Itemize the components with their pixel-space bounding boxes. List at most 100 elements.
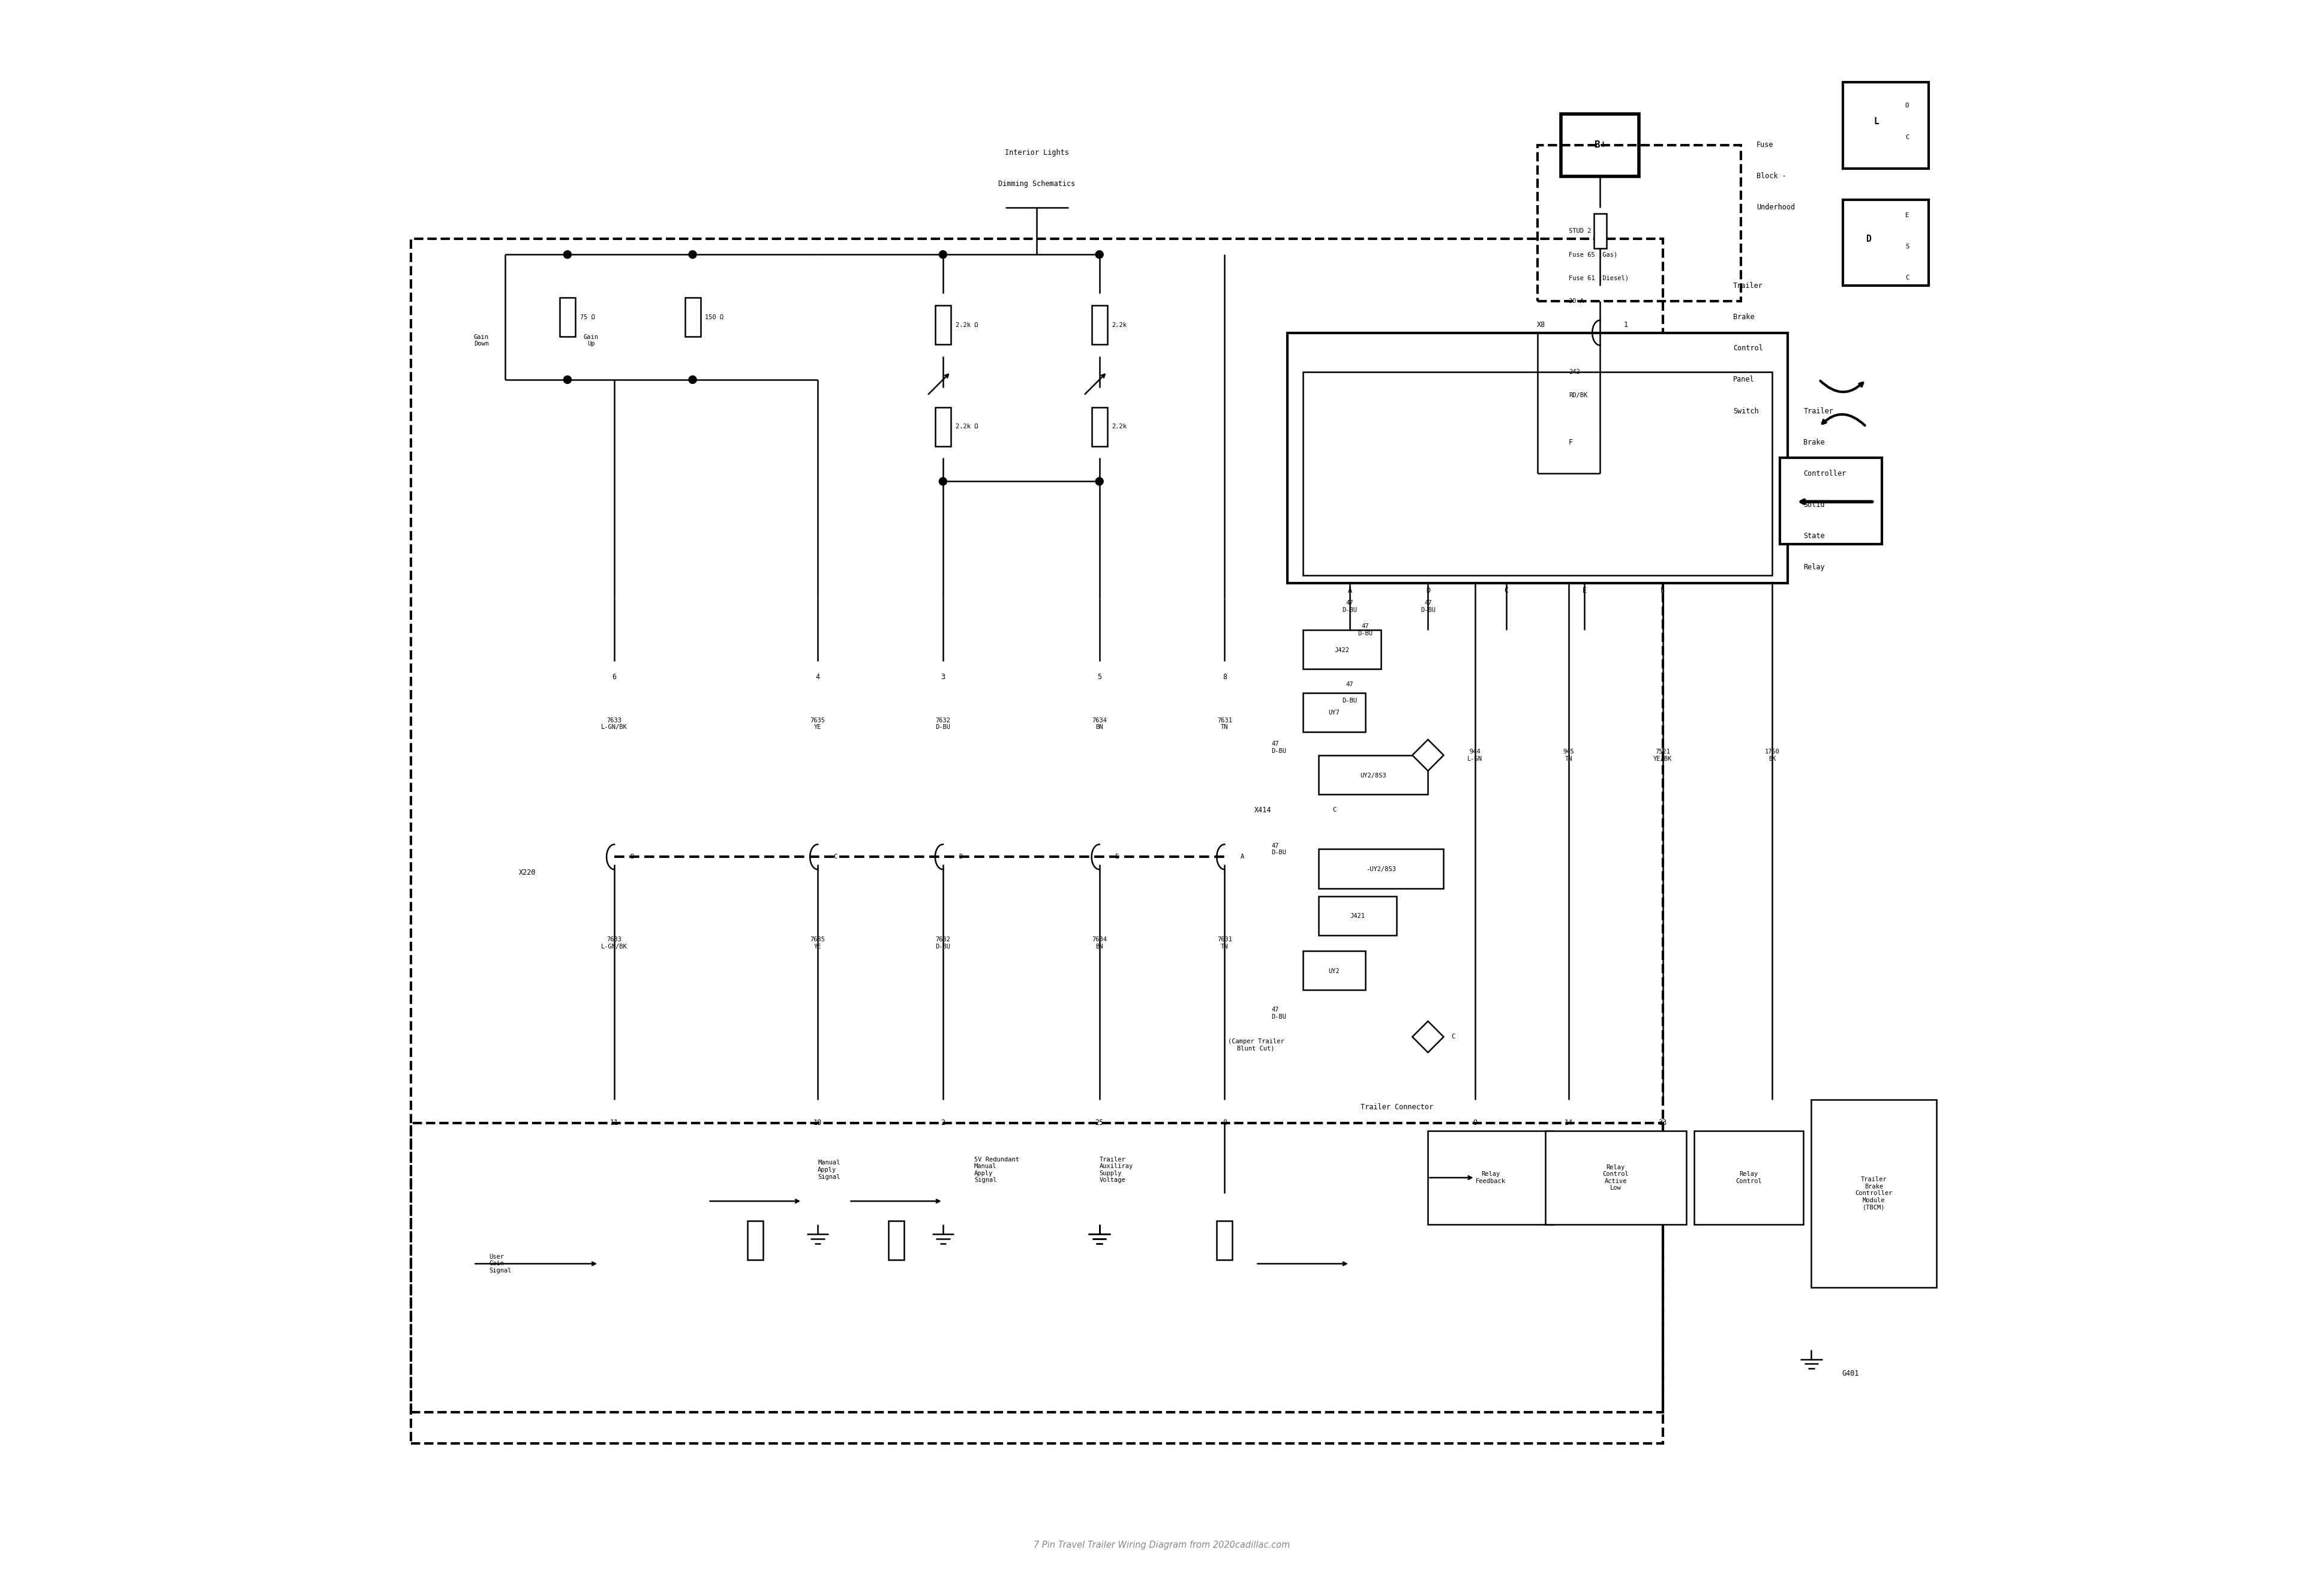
- Text: E: E: [1116, 854, 1118, 860]
- Text: Brake: Brake: [1803, 439, 1824, 447]
- Bar: [1538, 145, 1741, 302]
- Text: RD/BK: RD/BK: [1569, 392, 1587, 398]
- Text: D: D: [1866, 234, 1871, 244]
- Polygon shape: [1413, 1021, 1443, 1052]
- Bar: [934, 407, 951, 447]
- Circle shape: [939, 250, 946, 258]
- Circle shape: [562, 376, 572, 384]
- Text: A: A: [1241, 854, 1243, 860]
- Text: C: C: [1332, 807, 1336, 813]
- Text: Trailer: Trailer: [1803, 407, 1834, 415]
- Text: L: L: [1873, 116, 1880, 126]
- Bar: [1562, 113, 1638, 176]
- Bar: [1304, 371, 1773, 576]
- Text: Fuse: Fuse: [1757, 142, 1773, 149]
- Bar: [1843, 200, 1929, 286]
- Text: Trailer
Brake
Controller
Module
(TBCM): Trailer Brake Controller Module (TBCM): [1855, 1177, 1892, 1210]
- Text: Fuse 61 (Diesel): Fuse 61 (Diesel): [1569, 275, 1629, 282]
- Text: 7632
D-BU: 7632 D-BU: [937, 936, 951, 950]
- Text: 4: 4: [816, 673, 820, 681]
- Bar: [1318, 897, 1397, 934]
- Text: E: E: [1583, 587, 1587, 595]
- Bar: [1304, 950, 1367, 989]
- Bar: [1545, 1131, 1687, 1225]
- Text: 9: 9: [1473, 1118, 1478, 1126]
- Text: X8: X8: [1536, 321, 1545, 329]
- Text: 6: 6: [611, 673, 616, 681]
- Text: 75 Ω: 75 Ω: [581, 315, 595, 319]
- Text: Trailer: Trailer: [1734, 282, 1764, 289]
- Bar: [1594, 214, 1606, 249]
- Text: 47
D-BU: 47 D-BU: [1271, 1007, 1287, 1019]
- Text: Relay
Control
Active
Low: Relay Control Active Low: [1604, 1164, 1629, 1191]
- Text: UY2: UY2: [1329, 967, 1339, 974]
- Text: State: State: [1803, 532, 1824, 540]
- Text: UY7: UY7: [1329, 709, 1339, 716]
- Text: Interior Lights: Interior Lights: [1004, 149, 1069, 157]
- Text: 2.2k: 2.2k: [1111, 322, 1127, 327]
- Text: 7633
L-GN/BK: 7633 L-GN/BK: [602, 936, 627, 950]
- Text: UY2/8S3: UY2/8S3: [1360, 772, 1387, 779]
- Text: 7631
TN: 7631 TN: [1218, 717, 1232, 730]
- Text: 47
D-BU: 47 D-BU: [1271, 843, 1287, 856]
- Text: 7635
YE: 7635 YE: [811, 717, 825, 730]
- Text: D: D: [1427, 587, 1429, 595]
- Text: Relay: Relay: [1803, 563, 1824, 571]
- Circle shape: [1095, 478, 1104, 486]
- Text: C: C: [834, 854, 837, 860]
- Text: 2: 2: [941, 1118, 946, 1126]
- Bar: [1810, 1100, 1936, 1287]
- Text: 47: 47: [1346, 681, 1353, 687]
- Text: 7634
BN: 7634 BN: [1092, 936, 1106, 950]
- Text: 1750
BK: 1750 BK: [1764, 749, 1780, 761]
- Text: Block -: Block -: [1757, 173, 1787, 181]
- Text: X220: X220: [518, 868, 537, 876]
- Text: 47
D-BU: 47 D-BU: [1271, 741, 1287, 753]
- Text: J422: J422: [1334, 648, 1350, 653]
- Text: 47
D-BU: 47 D-BU: [1420, 599, 1436, 613]
- Text: Gain
Up: Gain Up: [583, 333, 597, 348]
- Text: 945
TN: 945 TN: [1564, 749, 1573, 761]
- Text: 7633
L-GN/BK: 7633 L-GN/BK: [602, 717, 627, 730]
- Text: 7632
D-BU: 7632 D-BU: [937, 717, 951, 730]
- Bar: [686, 297, 700, 337]
- Bar: [748, 1221, 762, 1260]
- Text: Dimming Schematics: Dimming Schematics: [999, 181, 1076, 189]
- Text: 10: 10: [813, 1118, 823, 1126]
- Text: C: C: [1906, 134, 1908, 140]
- Text: 150 Ω: 150 Ω: [704, 315, 723, 319]
- Bar: [411, 1123, 1662, 1413]
- Text: D-BU: D-BU: [1343, 697, 1357, 703]
- Bar: [1427, 1131, 1552, 1225]
- Text: J421: J421: [1350, 914, 1364, 919]
- Circle shape: [688, 250, 697, 258]
- Bar: [560, 297, 576, 337]
- Bar: [1304, 692, 1367, 731]
- Text: Gain
Down: Gain Down: [474, 333, 488, 348]
- Bar: [1318, 755, 1427, 794]
- Text: 2.2k Ω: 2.2k Ω: [955, 322, 978, 327]
- Text: Fuse 65 (Gas): Fuse 65 (Gas): [1569, 252, 1618, 258]
- Bar: [1304, 631, 1380, 669]
- Text: Relay
Control: Relay Control: [1736, 1172, 1762, 1184]
- Text: 8: 8: [1222, 673, 1227, 681]
- Text: A: A: [1348, 587, 1353, 595]
- Text: C: C: [1906, 275, 1908, 282]
- Text: 47
D-BU: 47 D-BU: [1357, 623, 1373, 637]
- Text: (Camper Trailer
Blunt Cut): (Camper Trailer Blunt Cut): [1227, 1038, 1283, 1051]
- Text: Trailer Connector: Trailer Connector: [1360, 1103, 1434, 1111]
- Text: 47
D-BU: 47 D-BU: [1343, 599, 1357, 613]
- Circle shape: [688, 376, 697, 384]
- Bar: [1287, 333, 1787, 584]
- Text: B: B: [1662, 587, 1664, 595]
- Text: STUD 2: STUD 2: [1569, 228, 1592, 234]
- Text: Switch: Switch: [1734, 407, 1759, 415]
- Bar: [1092, 407, 1106, 447]
- Text: 25: 25: [1095, 1118, 1104, 1126]
- Text: Trailer
Auxiliray
Supply
Voltage: Trailer Auxiliray Supply Voltage: [1099, 1156, 1134, 1183]
- Text: 30 A: 30 A: [1569, 299, 1583, 305]
- Bar: [934, 305, 951, 344]
- Text: 7634
BN: 7634 BN: [1092, 717, 1106, 730]
- Text: O: O: [1906, 102, 1908, 109]
- Text: 2.2k: 2.2k: [1111, 423, 1127, 429]
